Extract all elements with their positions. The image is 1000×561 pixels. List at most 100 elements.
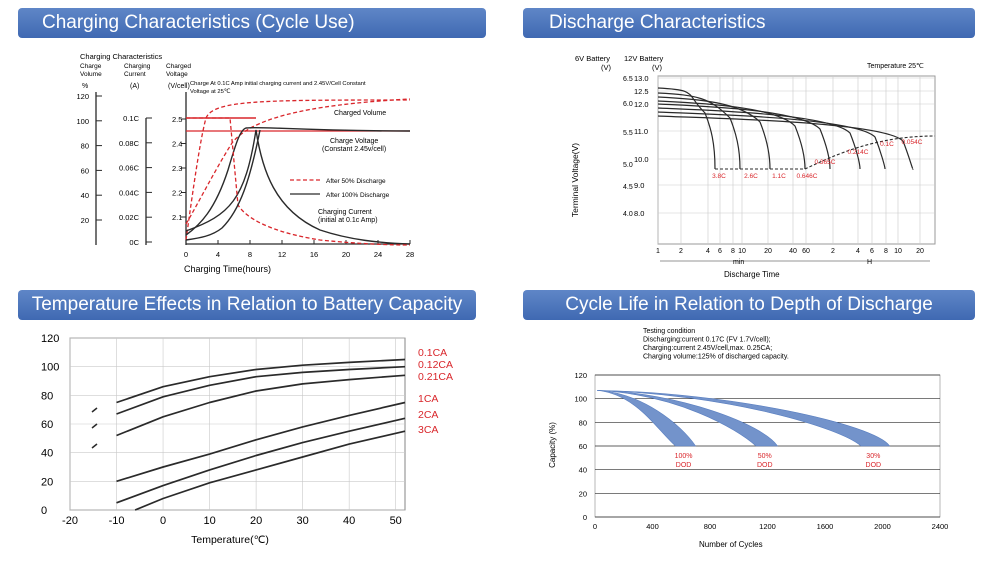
volume-tick: 20 (81, 216, 89, 225)
rate-label: 1.1C (772, 173, 786, 180)
col-6v: 6V Battery (575, 54, 610, 63)
unit-label: (A) (130, 83, 139, 90)
voltage-tick: 2.1 (172, 213, 182, 222)
y-axis-label: Capacity (%) (548, 422, 557, 468)
x-min-tick: 60 (802, 248, 810, 255)
col-12v: 12V Battery (624, 54, 663, 63)
x-min-tick: 6 (718, 248, 722, 255)
series-line (116, 401, 406, 483)
x-tick: 40 (343, 515, 355, 527)
x-tick: 2000 (874, 522, 891, 531)
y-tick: 120 (41, 333, 59, 345)
current-tick: 0C (129, 238, 139, 247)
discharge-curve (657, 115, 914, 170)
x-tick-label: 20 (342, 250, 350, 259)
rate-label: 3.8C (712, 173, 726, 180)
y-tick: 60 (41, 419, 53, 431)
x-min-tick: 4 (706, 248, 710, 255)
current-tick: 0.1C (123, 114, 139, 123)
y12-tick: 12.0 (634, 100, 649, 109)
y-tick: 20 (41, 476, 53, 488)
y-tick: 40 (41, 448, 53, 460)
x-tick: 10 (203, 515, 215, 527)
x-h-tick: 8 (884, 248, 888, 255)
series-line (116, 365, 406, 415)
dod-pct: 100% (675, 453, 693, 460)
col-title: Charge (80, 63, 102, 70)
cyclelife-chart: Testing condition Discharging:current 0.1… (548, 328, 948, 549)
current-tick: 0.04C (119, 188, 140, 197)
y6-tick: 6.0 (623, 101, 633, 108)
series-line (134, 430, 406, 511)
x-tick: -20 (62, 515, 78, 527)
plot-frame (657, 75, 936, 245)
rate-label: 2.6C (744, 173, 758, 180)
y-axis-label: Terminal Voltage(V) (570, 143, 580, 217)
y-tick: 0 (41, 505, 47, 517)
current-tick: 0.02C (119, 213, 140, 222)
discharge-header: Discharge Characteristics (523, 8, 975, 38)
dod-band (596, 390, 697, 447)
rate-label: 0.214C (848, 149, 869, 156)
series-label: 3CA (418, 424, 438, 436)
y12-tick: 10.0 (634, 155, 649, 164)
unit-v: (V) (601, 63, 612, 72)
x-tick-label: 12 (278, 250, 286, 259)
discharge-curve (657, 87, 716, 170)
x-h-tick: 4 (856, 248, 860, 255)
dod-label: DOD (676, 462, 692, 469)
series-line (116, 358, 406, 404)
col-title: Volume (80, 71, 102, 78)
y-tick: 60 (579, 442, 587, 451)
black-charge-rise (185, 129, 261, 241)
annotation: Charging Current (318, 209, 372, 216)
x-axis-label: Discharge Time (724, 270, 780, 279)
rate-label: 0.1C (880, 141, 894, 148)
volume-tick: 120 (76, 92, 89, 101)
y6-tick: 6.5 (623, 76, 633, 83)
y-tick: 80 (41, 390, 53, 402)
stub-mark (91, 423, 98, 429)
discharge-curve (657, 100, 806, 170)
x-tick-label: 28 (406, 250, 414, 259)
condition-line: Discharging:current 0.17C (FV 1.7V/cell)… (643, 337, 771, 344)
x-h-tick: 6 (870, 248, 874, 255)
unit-v: (V) (652, 63, 663, 72)
x-axis-label: Number of Cycles (699, 540, 763, 549)
volume-tick: 80 (81, 142, 89, 151)
col-title: Charging (124, 63, 151, 70)
y12-tick: 8.0 (634, 209, 644, 218)
x-tick-label: 16 (310, 250, 318, 259)
x-tick: 0 (593, 522, 597, 531)
discharge-chart: 6V Battery 12V Battery(V) (V) Temperature 2… (570, 54, 936, 279)
legend-label: After 50% Discharge (326, 178, 386, 185)
x-h-tick: 20 (916, 248, 924, 255)
y6-tick: 4.0 (623, 211, 633, 218)
annotation: Charged Volume (334, 110, 386, 117)
x-tick-label: 0 (184, 250, 188, 259)
voltage-tick: 2.3 (172, 164, 182, 173)
rate-label: 0.054C (902, 139, 923, 146)
cyclelife-header: Cycle Life in Relation to Depth of Disch… (523, 290, 975, 320)
series-line (116, 374, 406, 437)
volume-tick: 60 (81, 166, 89, 175)
y-tick: 80 (579, 418, 587, 427)
x-tick: 30 (297, 515, 309, 527)
volume-tick: 40 (81, 191, 89, 200)
annotation: (Constant 2.45v/cell) (322, 146, 386, 153)
x-h-tick: 10 (894, 248, 902, 255)
red-dashed-current (185, 117, 411, 246)
x-min-tick: 20 (764, 248, 772, 255)
x-min-tick: 2 (679, 248, 683, 255)
x-tick: 50 (390, 515, 402, 527)
series-label: 0.21CA (418, 371, 453, 383)
x-min-tick: 10 (738, 248, 746, 255)
x-axis-label: Temperature(℃) (191, 534, 269, 546)
dod-pct: 30% (866, 453, 880, 460)
dod-label: DOD (757, 462, 773, 469)
dod-pct: 50% (758, 453, 772, 460)
voltage-tick: 2.4 (172, 140, 182, 149)
y12-tick: 9.0 (634, 181, 644, 190)
discharge-curve (657, 96, 771, 170)
series-label: 2CA (418, 409, 438, 421)
